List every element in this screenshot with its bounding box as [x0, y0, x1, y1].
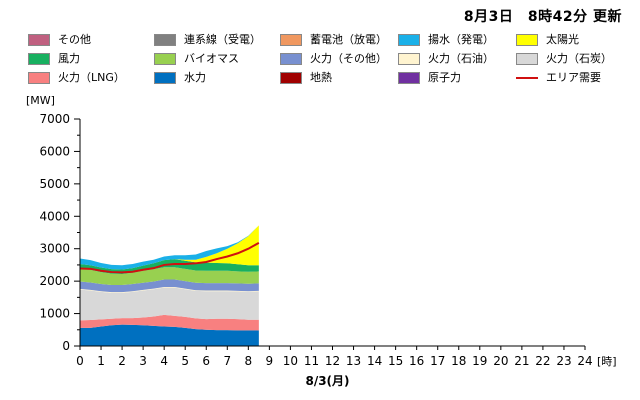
legend-color-swatch: [28, 34, 50, 46]
y-tick-label: 4000: [39, 209, 70, 223]
legend-label: バイオマス: [184, 52, 239, 65]
area-series: [80, 314, 259, 331]
x-tick-label: 24: [577, 354, 592, 368]
x-tick-label: 2: [118, 354, 126, 368]
x-tick-label: 3: [139, 354, 147, 368]
area-series: [80, 225, 259, 270]
x-axis-unit: [時]: [597, 355, 617, 368]
y-axis-unit: [MW]: [26, 94, 55, 107]
legend-color-swatch: [28, 53, 50, 65]
y-tick-label: 7000: [39, 112, 70, 126]
legend-color-swatch: [154, 34, 176, 46]
x-tick-label: 18: [451, 354, 466, 368]
x-tick-label: 21: [514, 354, 529, 368]
legend-label: エリア需要: [546, 71, 601, 84]
x-tick-label: 6: [202, 354, 210, 368]
x-tick-label: 17: [430, 354, 445, 368]
y-tick-label: 3000: [39, 242, 70, 256]
x-tick-label: 15: [388, 354, 403, 368]
legend-color-swatch: [28, 72, 50, 84]
legend-label: 蓄電池（放電）: [310, 33, 387, 46]
area-series: [80, 259, 259, 275]
area-series: [80, 267, 259, 286]
area-series: [80, 279, 259, 293]
x-tick-label: 14: [367, 354, 382, 368]
x-tick-label: 1: [97, 354, 105, 368]
legend-label: 火力（石炭）: [546, 52, 612, 65]
legend-color-swatch: [398, 72, 420, 84]
legend-label: 連系線（受電）: [184, 33, 261, 46]
legend-line-swatch: [516, 77, 538, 79]
legend-label: 火力（LNG）: [58, 71, 125, 84]
legend-color-swatch: [398, 34, 420, 46]
x-tick-label: 0: [76, 354, 84, 368]
legend-color-swatch: [398, 53, 420, 65]
y-tick-label: 5000: [39, 177, 70, 191]
x-tick-label: 5: [181, 354, 189, 368]
x-tick-label: 7: [223, 354, 231, 368]
area-series: [80, 225, 259, 270]
legend-color-swatch: [280, 53, 302, 65]
x-tick-label: 22: [535, 354, 550, 368]
y-tick-label: 6000: [39, 144, 70, 158]
x-tick-label: 19: [472, 354, 487, 368]
x-tick-label: 13: [346, 354, 361, 368]
legend-label: 原子力: [428, 71, 461, 84]
y-tick-label: 0: [62, 339, 70, 353]
legend-color-swatch: [280, 34, 302, 46]
legend-color-swatch: [154, 72, 176, 84]
legend-label: 火力（その他）: [310, 52, 387, 65]
x-tick-label: 20: [493, 354, 508, 368]
x-tick-label: 10: [283, 354, 298, 368]
x-tick-label: 11: [304, 354, 319, 368]
x-tick-label: 12: [325, 354, 340, 368]
y-tick-label: 1000: [39, 307, 70, 321]
legend-label: 水力: [184, 71, 206, 84]
x-axis-title: 8/3(月): [305, 374, 349, 388]
x-tick-label: 8: [245, 354, 253, 368]
legend-label: その他: [58, 33, 91, 46]
demand-line: [79, 242, 260, 274]
legend-label: 揚水（発電）: [428, 33, 494, 46]
legend-color-swatch: [516, 53, 538, 65]
legend-color-swatch: [280, 72, 302, 84]
x-tick-label: 4: [160, 354, 168, 368]
legend-color-swatch: [516, 34, 538, 46]
x-tick-label: 16: [409, 354, 424, 368]
legend-label: 風力: [58, 52, 80, 65]
legend-label: 太陽光: [546, 33, 579, 46]
legend-color-swatch: [154, 53, 176, 65]
x-tick-label: 9: [266, 354, 274, 368]
legend-label: 地熱: [310, 71, 332, 84]
legend-label: 火力（石油）: [428, 52, 494, 65]
area-series: [80, 324, 259, 346]
update-timestamp: 8月3日 8時42分 更新: [463, 9, 622, 25]
area-series: [80, 287, 259, 321]
y-tick-label: 2000: [39, 274, 70, 288]
x-tick-label: 23: [556, 354, 571, 368]
